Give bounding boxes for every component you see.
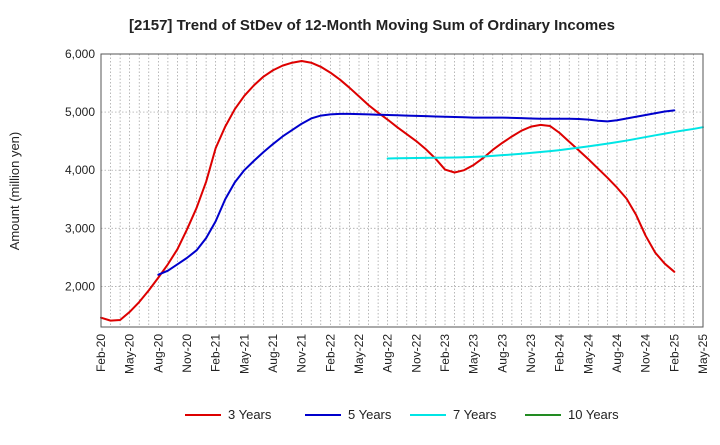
x-tick-label: May-24 — [581, 334, 595, 374]
x-tick-label: Feb-21 — [209, 334, 223, 372]
x-tick-label: Aug-20 — [151, 334, 165, 373]
y-tick-label: 2,000 — [65, 279, 95, 293]
y-tick-labels: 2,000 3,000 4,000 5,000 6,000 — [65, 47, 95, 293]
y-axis-label: Amount (million yen) — [7, 132, 22, 251]
x-tick-label: Nov-20 — [180, 334, 194, 373]
series-line-5-years — [157, 109, 676, 276]
y-tick-label: 4,000 — [65, 163, 95, 177]
x-tick-label: Aug-24 — [610, 334, 624, 373]
series-line-3-years — [100, 59, 676, 322]
y-tick-label: 6,000 — [65, 47, 95, 61]
x-tick-label: Feb-23 — [438, 334, 452, 372]
legend-label: 7 Years — [453, 407, 497, 422]
x-tick-labels: Feb-20 May-20 Aug-20 Nov-20 Feb-21 May-21 Aug-… — [94, 334, 710, 374]
x-tick-label: Aug-22 — [381, 334, 395, 373]
x-tick-label: Feb-22 — [323, 334, 337, 372]
x-tick-label: Nov-22 — [409, 334, 423, 373]
legend-label: 5 Years — [348, 407, 392, 422]
series-lines — [100, 59, 704, 322]
y-tick-label: 3,000 — [65, 221, 95, 235]
chart-title: [2157] Trend of StDev of 12-Month Moving… — [129, 17, 615, 34]
x-tick-label: May-21 — [237, 334, 251, 374]
legend-label: 3 Years — [228, 407, 272, 422]
x-tick-label: Nov-24 — [639, 334, 653, 373]
y-tick-label: 5,000 — [65, 105, 95, 119]
x-tick-label: Feb-20 — [94, 334, 108, 372]
x-tick-label: Nov-21 — [295, 334, 309, 373]
x-tick-label: Aug-21 — [266, 334, 280, 373]
plot-background — [101, 54, 703, 327]
x-tick-label: May-22 — [352, 334, 366, 374]
legend-label: 10 Years — [568, 407, 619, 422]
x-tick-label: Aug-23 — [495, 334, 509, 373]
x-tick-label: Nov-23 — [524, 334, 538, 373]
x-tick-label: May-23 — [467, 334, 481, 374]
x-tick-label: May-20 — [123, 334, 137, 374]
x-tick-label: May-25 — [696, 334, 710, 374]
x-tick-label: Feb-25 — [667, 334, 681, 372]
plot-border — [100, 53, 704, 328]
legend: 3 Years 5 Years 7 Years 10 Years — [185, 407, 619, 422]
plot-area: 2,000 3,000 4,000 5,000 6,000 Feb-20 May-20 Aug… — [65, 47, 710, 374]
series-line-7-years — [386, 126, 704, 160]
x-tick-label: Feb-24 — [553, 334, 567, 372]
